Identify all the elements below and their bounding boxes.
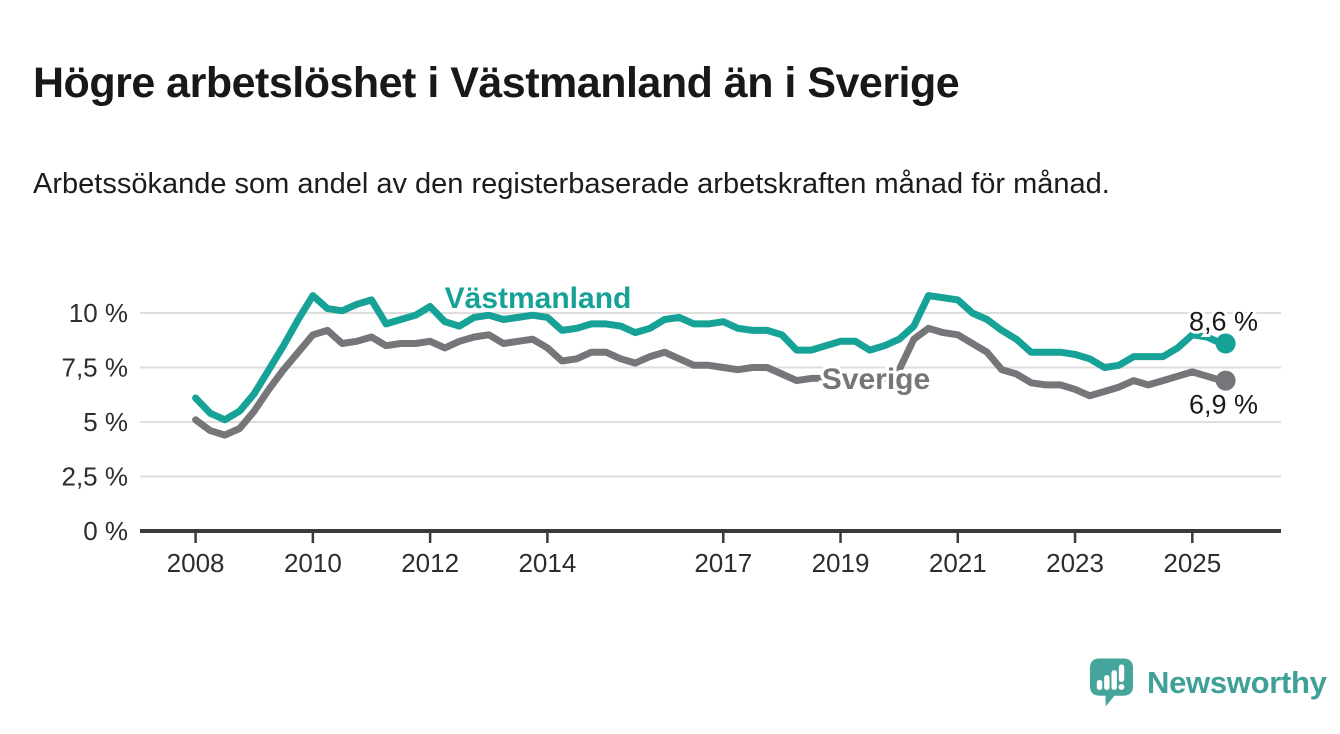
x-tick-label: 2017 [694,548,752,578]
series-end-dot-sverige [1215,370,1236,391]
x-tick-label: 2021 [929,548,987,578]
logo-bar-3 [1111,670,1117,690]
x-tick-label: 2012 [401,548,459,578]
series-inline-label-sverige: Sverige [822,363,930,396]
series-end-label-västmanland: 8,6 % [1189,307,1258,337]
logo-exclamation-dot [1118,683,1125,690]
x-tick-label: 2010 [284,548,342,578]
logo-bar-1 [1096,680,1103,690]
x-tick-label: 2014 [518,548,576,578]
series-inline-label-västmanland: Västmanland [445,282,632,315]
logo-exclamation-bar [1118,664,1125,683]
x-tick-label: 2023 [1046,548,1104,578]
x-tick-label: 2025 [1163,548,1221,578]
y-tick-label: 0 % [83,516,128,546]
y-tick-label: 7,5 % [62,353,129,383]
newsworthy-logo-icon [1089,658,1134,707]
brand-wordmark: Newsworthy [1147,664,1327,700]
chart-title: Högre arbetslöshet i Västmanland än i Sv… [33,58,960,107]
x-tick-label: 2019 [812,548,870,578]
y-tick-label: 5 % [83,407,128,437]
chart-subtitle: Arbetssökande som andel av den registerb… [33,168,1110,200]
series-line-västmanland [192,292,1226,424]
y-tick-label: 10 % [69,298,128,328]
logo-bar-2 [1104,675,1110,690]
y-tick-label: 2,5 % [62,462,129,492]
series-end-dot-västmanland [1215,333,1236,354]
series-line-sverige [192,324,1226,439]
x-tick-label: 2008 [167,548,225,578]
series-end-label-sverige: 6,9 % [1189,390,1258,420]
newsworthy-logo: Newsworthy [1088,656,1327,709]
